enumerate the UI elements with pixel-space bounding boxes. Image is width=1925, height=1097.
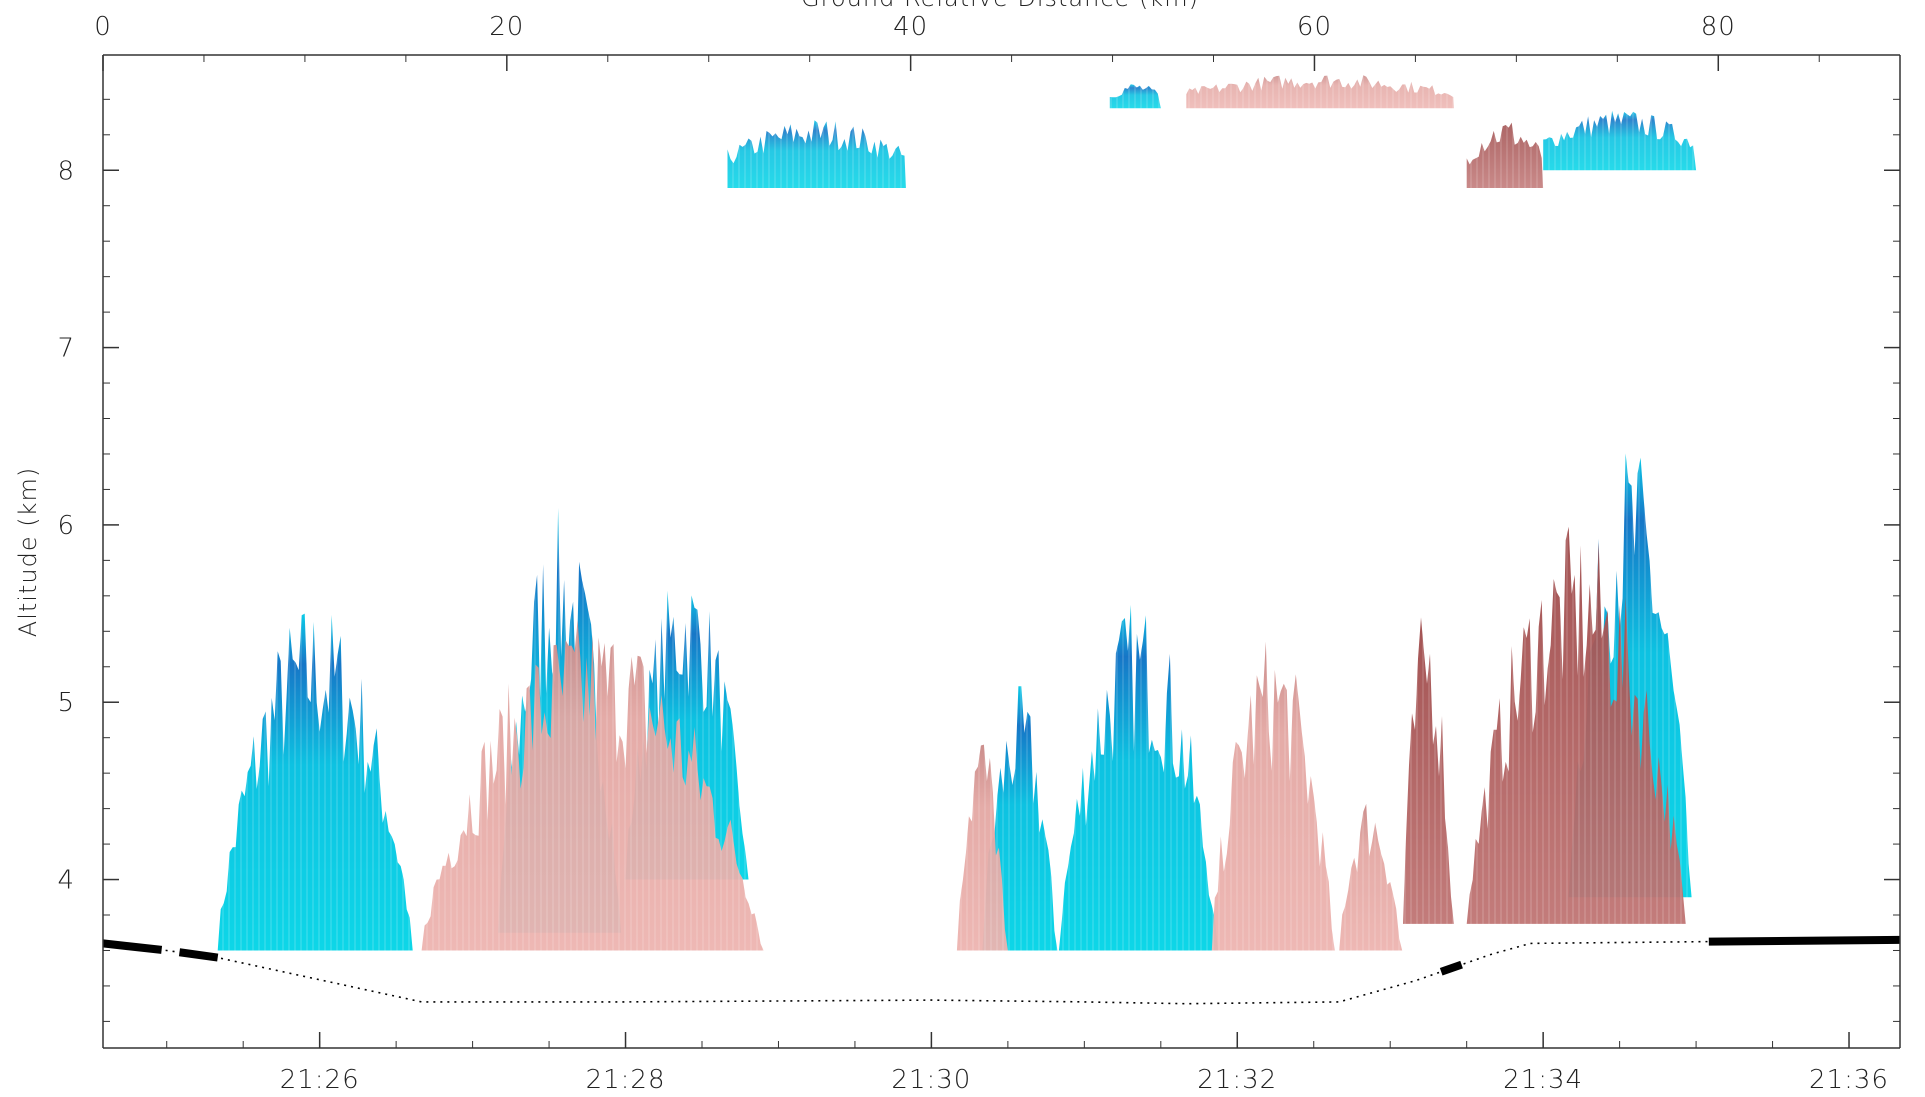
echo-region-negative-4: [1403, 617, 1454, 924]
x2-tick-label: 80: [1701, 12, 1736, 42]
y-tick-label: 5: [57, 688, 75, 718]
echo-region-positive-8: [1109, 84, 1161, 109]
y-tick-label: 6: [57, 511, 75, 541]
ground-detected-segment: [178, 948, 219, 962]
echo-region-negative-7: [1186, 75, 1454, 109]
echo-region-positive-4: [1058, 604, 1225, 951]
x-tick-label: 21:32: [1197, 1065, 1277, 1095]
echo-texture: [103, 55, 1898, 1048]
ground-detected-segment: [1439, 960, 1463, 976]
x2-tick-label: 20: [489, 12, 524, 42]
y-tick-label: 4: [57, 866, 75, 896]
x2-tick-label: 40: [893, 12, 928, 42]
ground-detected-segment: [102, 939, 163, 954]
x-tick-label: 21:28: [586, 1065, 666, 1095]
x2-tick-label: 60: [1297, 12, 1332, 42]
ground-altitude-line: [102, 939, 1901, 1005]
echo-region-positive-6: [727, 120, 906, 188]
x-tick-label: 21:26: [280, 1065, 360, 1095]
echo-region-positive-7: [1543, 110, 1697, 171]
ground-detected-segment: [1708, 935, 1901, 946]
x-tick-label: 21:30: [891, 1065, 971, 1095]
plot-area: [103, 55, 1898, 1048]
x-tick-label: 21:36: [1809, 1065, 1889, 1095]
x-tick-label: 21:34: [1503, 1065, 1583, 1095]
y-tick-label: 8: [57, 156, 75, 186]
echo-region-negative-2: [1211, 641, 1340, 951]
top-axis-title: Ground Relative Distance (km): [801, 0, 1199, 12]
ground-altitude-track: [102, 935, 1901, 1005]
series-negative: [421, 75, 1697, 951]
echo-region-negative-5: [1466, 526, 1697, 924]
axes: 4 5 6 7 8 21:26 21:28 21:30 21:32 21:34 21:36 0 20 40…: [57, 12, 1901, 1095]
y-tick-label: 7: [57, 334, 75, 364]
echo-region-negative-0: [421, 620, 779, 951]
echo-region-negative-1: [956, 744, 1008, 951]
echo-region-negative-3: [1339, 803, 1403, 951]
y-axis-title: Altitude (km): [14, 467, 42, 637]
x2-tick-label: 0: [94, 12, 112, 42]
echo-region-positive-0: [217, 613, 422, 951]
echo-region-negative-6: [1466, 122, 1544, 188]
